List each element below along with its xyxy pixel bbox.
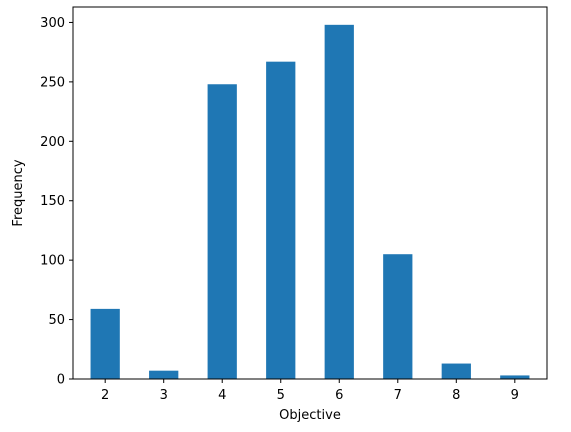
y-tick-label: 50	[48, 313, 65, 328]
bar-2	[90, 308, 120, 379]
bar-3	[149, 370, 179, 379]
x-tick-label: 3	[160, 388, 168, 403]
bar-8	[441, 363, 471, 379]
bar-4	[207, 84, 237, 380]
x-tick-label: 5	[277, 388, 285, 403]
y-tick-label: 100	[40, 254, 65, 269]
plot-frame	[72, 6, 548, 380]
x-tick-label: 9	[511, 388, 519, 403]
x-tick-label: 7	[394, 388, 402, 403]
x-axis-label: Objective	[279, 408, 341, 423]
bar-5	[266, 61, 296, 379]
y-tick-label: 200	[40, 135, 65, 150]
y-axis-label: Frequency	[11, 159, 26, 226]
y-tick-label: 250	[40, 75, 65, 90]
x-tick-label: 6	[335, 388, 343, 403]
bars-group	[90, 24, 530, 380]
bar-6	[324, 24, 354, 379]
bar-7	[383, 254, 413, 379]
y-axis-ticks: 0 50 100 150 200 250 300	[40, 16, 73, 388]
bar-9	[500, 375, 530, 379]
x-axis-ticks: 2 3 4 5 6 7 8 9	[101, 379, 519, 403]
y-tick-label: 300	[40, 16, 65, 31]
x-tick-label: 4	[218, 388, 226, 403]
y-tick-label: 0	[57, 373, 65, 388]
y-tick-label: 150	[40, 194, 65, 209]
x-tick-label: 2	[101, 388, 109, 403]
x-tick-label: 8	[452, 388, 460, 403]
